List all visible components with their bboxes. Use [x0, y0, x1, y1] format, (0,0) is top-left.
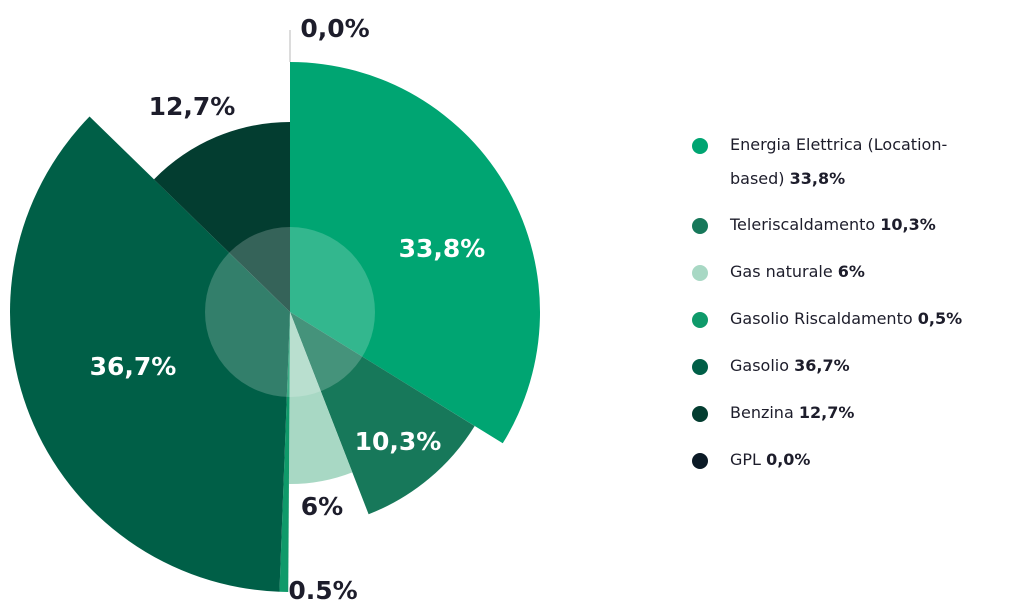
legend-value: 6% [837, 262, 865, 281]
legend-item: Energia Elettrica (Location-based) 33,8% [690, 128, 970, 208]
legend-item: Gas naturale 6% [690, 255, 970, 302]
legend-label: Teleriscaldamento [730, 215, 876, 234]
center-overlay [205, 227, 375, 397]
legend-item: Gasolio 36,7% [690, 349, 970, 396]
legend-value: 33,8% [789, 169, 846, 188]
legend-label: Gas naturale [730, 262, 833, 281]
legend-label: Gasolio Riscaldamento [730, 309, 913, 328]
legend-marker [692, 218, 708, 234]
slice [290, 312, 475, 515]
legend-item: GPL 0,0% [690, 443, 970, 490]
data-label: 36,7% [90, 352, 177, 381]
legend-value: 12,7% [798, 403, 855, 422]
slice [288, 312, 353, 484]
legend-marker [692, 265, 708, 281]
legend-item: Gasolio Riscaldamento 0,5% [690, 302, 970, 349]
legend-marker [692, 138, 708, 154]
legend-label: Benzina [730, 403, 794, 422]
legend-marker [692, 406, 708, 422]
data-label: 0,0% [300, 14, 369, 43]
legend-marker [692, 453, 708, 469]
legend-marker [692, 312, 708, 328]
legend-label: GPL [730, 450, 761, 469]
legend-value: 10,3% [880, 215, 936, 234]
legend-marker [692, 359, 708, 375]
legend: Energia Elettrica (Location-based) 33,8%… [690, 128, 970, 490]
legend-value: 36,7% [794, 356, 850, 375]
legend-item: Teleriscaldamento 10,3% [690, 208, 970, 255]
legend-value: 0,5% [917, 309, 963, 328]
data-label: 10,3% [355, 427, 442, 456]
data-label: 12,7% [149, 92, 236, 121]
data-label: 0.5% [288, 576, 357, 603]
slice [279, 312, 290, 592]
slice [290, 62, 541, 444]
legend-label: Energia Elettrica (Location-based) [730, 135, 948, 188]
data-label: 33,8% [399, 234, 486, 263]
slice [10, 116, 291, 592]
legend-value: 0,0% [766, 450, 811, 469]
data-label: 6% [301, 492, 343, 521]
legend-label: Gasolio [730, 356, 790, 375]
chart: 33,8% 10,3% 6% 0.5% 36,7% 12,7% 0,0% [10, 14, 541, 603]
legend-item: Benzina 12,7% [690, 396, 970, 443]
slice [153, 122, 290, 312]
